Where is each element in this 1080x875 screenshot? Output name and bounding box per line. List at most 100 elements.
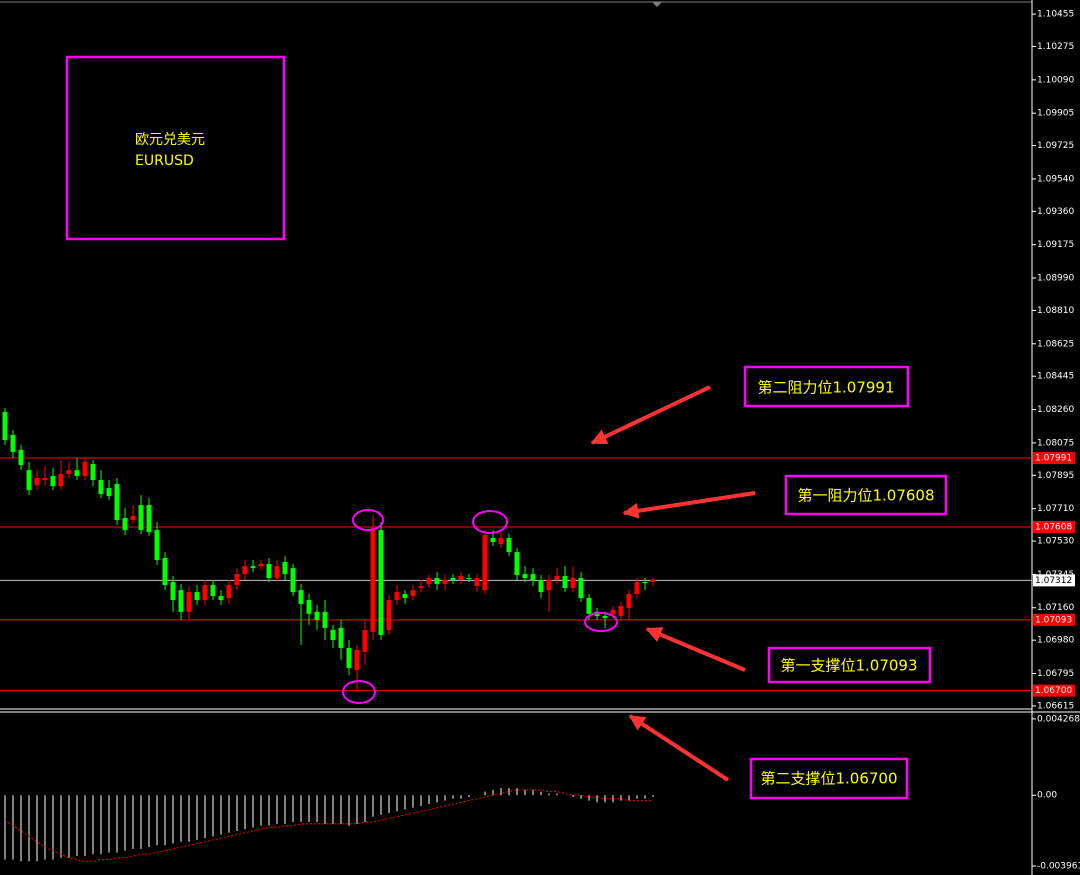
last-price-bg xyxy=(1033,574,1075,587)
candle-body xyxy=(162,558,168,586)
candle-body xyxy=(234,574,240,586)
candle-body xyxy=(226,585,232,599)
highlight-circle xyxy=(342,680,376,704)
candle-body xyxy=(42,478,48,480)
candle-body xyxy=(554,576,560,580)
y-tick-label: 1.10275 xyxy=(1037,42,1074,52)
candle-body xyxy=(578,578,584,599)
arrow xyxy=(622,491,756,519)
annotation-box xyxy=(743,365,910,408)
level-label-bg xyxy=(1033,452,1075,465)
candle-body xyxy=(626,594,632,608)
candle-body xyxy=(370,528,376,632)
candle-body xyxy=(410,590,416,597)
y-tick-label: 1.09905 xyxy=(1037,109,1074,119)
candle-body xyxy=(546,579,552,591)
candle-body xyxy=(634,581,640,595)
candle-body xyxy=(402,594,408,599)
y-tick-label: 0.004268 xyxy=(1037,714,1080,724)
candle-body xyxy=(250,566,256,569)
candle-body xyxy=(82,461,88,477)
y-tick-label: -0.003961 xyxy=(1037,862,1080,872)
y-tick-label: 1.07160 xyxy=(1037,603,1074,613)
candle-body xyxy=(194,592,200,600)
candle-body xyxy=(514,552,520,575)
candle-body xyxy=(146,505,152,533)
candle-body xyxy=(530,574,536,580)
y-tick-label: 1.09540 xyxy=(1037,174,1074,184)
plot: 1.10455 1.10275 1.10090 1.09905 1.09725 1.095… xyxy=(0,10,1080,872)
candle-body xyxy=(394,592,400,600)
arrow xyxy=(590,385,711,445)
candle-body xyxy=(346,647,352,668)
candle-body xyxy=(426,578,432,584)
level-label: 1.07093 xyxy=(1035,615,1072,625)
y-tick-label: 1.07530 xyxy=(1037,537,1074,547)
y-tick-label: 1.09725 xyxy=(1037,141,1074,151)
highlight-circle xyxy=(584,612,618,632)
candle-body xyxy=(418,586,424,589)
y-tick-label: 1.08075 xyxy=(1037,438,1074,448)
y-tick-label: 1.08810 xyxy=(1037,306,1074,316)
candle-body xyxy=(506,538,512,553)
candle-body xyxy=(282,561,288,575)
candle-body xyxy=(98,479,104,495)
y-tick-label: 1.08260 xyxy=(1037,405,1074,415)
candle-body xyxy=(114,483,120,520)
candle-body xyxy=(522,574,528,579)
highlight-circle xyxy=(352,509,384,531)
level-label: 1.07608 xyxy=(1035,523,1072,533)
shift-marker xyxy=(652,2,662,7)
candle-body xyxy=(122,518,128,531)
symbol-box xyxy=(65,55,286,241)
candle-body xyxy=(218,596,224,600)
y-tick-label: 1.06795 xyxy=(1037,669,1074,679)
candle-body xyxy=(650,579,656,582)
candle-body xyxy=(210,585,216,597)
y-tick-label: 1.09175 xyxy=(1037,240,1074,250)
y-tick-label: 1.06980 xyxy=(1037,636,1074,646)
annotation: 第一阻力位1.07608 xyxy=(797,487,934,505)
candle-body xyxy=(378,530,384,635)
annotation: 第二支撑位1.06700 xyxy=(760,770,897,788)
candle-body xyxy=(26,470,32,491)
candle-body xyxy=(186,592,192,612)
y-tick-label: 1.08990 xyxy=(1037,274,1074,284)
y-tick-label: 1.07895 xyxy=(1037,471,1074,481)
y-tick-label: 0.00 xyxy=(1037,791,1057,801)
highlight-circle xyxy=(472,510,508,534)
y-tick-label: 1.08625 xyxy=(1037,339,1074,349)
candle-body xyxy=(90,463,96,480)
annotation: 第一支撑位1.07093 xyxy=(780,657,917,675)
candle-body xyxy=(34,478,40,486)
candle-body xyxy=(490,538,496,542)
candle-body xyxy=(338,627,344,648)
candle-body xyxy=(570,578,576,589)
candle-body xyxy=(586,598,592,614)
candle-body xyxy=(58,474,64,487)
candle-body xyxy=(362,629,368,652)
candle-body xyxy=(258,563,264,567)
candle-body xyxy=(498,538,504,544)
candle-body xyxy=(330,629,336,640)
annotation-box xyxy=(784,474,948,516)
chart-title: 欧元兑美元 xyxy=(135,132,205,148)
level-label: 1.07991 xyxy=(1035,454,1072,464)
annotation: 第二阻力位1.07991 xyxy=(757,379,894,397)
y-tick-label: 1.10090 xyxy=(1037,75,1074,85)
candle-body xyxy=(274,566,280,579)
candle-body xyxy=(170,581,176,600)
y-tick-label: 1.06615 xyxy=(1037,701,1074,711)
y-tick-label: 1.07710 xyxy=(1037,504,1074,514)
candle-body xyxy=(354,649,360,670)
annotation-box xyxy=(749,757,909,800)
y-tick-label: 1.08445 xyxy=(1037,372,1074,382)
chart-subtitle: EURUSD xyxy=(135,153,194,169)
candle-body xyxy=(266,563,272,579)
y-tick-label: 1.10455 xyxy=(1037,10,1074,20)
candle-body xyxy=(130,516,136,520)
y-tick-label: 1.09360 xyxy=(1037,207,1074,217)
candle-body xyxy=(610,609,616,614)
